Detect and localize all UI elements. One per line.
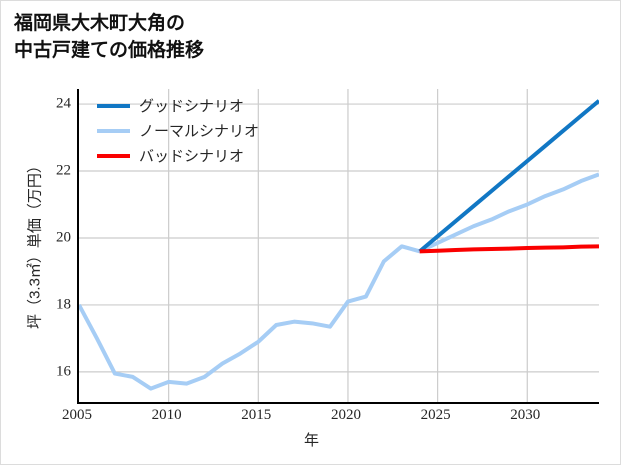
legend-swatch-normal <box>97 128 130 133</box>
x-tick-label: 2030 <box>510 407 541 423</box>
legend-item-good[interactable]: グッドシナリオ <box>97 93 307 118</box>
legend-swatch-bad <box>97 153 130 158</box>
series-line-bad <box>419 244 599 254</box>
legend-label-good: グッドシナリオ <box>139 98 245 115</box>
y-axis-tick-labels: 16 18 20 22 24 <box>37 89 71 402</box>
x-axis-tick-labels: 2005 2010 2015 2020 2025 2030 <box>62 407 601 429</box>
x-tick-label: 2010 <box>151 407 182 423</box>
y-tick-label: 20 <box>56 229 71 246</box>
legend-swatch-good <box>97 103 130 108</box>
x-tick-label: 2015 <box>241 407 272 423</box>
page-title: 福岡県大木町大角の 中古戸建ての価格推移 <box>14 13 205 61</box>
y-tick-label: 22 <box>56 162 71 179</box>
chart-canvas <box>79 89 599 402</box>
y-axis-title: 坪（3.3㎡）単価（万円） <box>26 158 44 329</box>
x-tick-label: 2020 <box>330 407 361 423</box>
series-line-normal <box>79 172 599 391</box>
legend-item-bad[interactable]: バッドシナリオ <box>97 143 307 168</box>
y-tick-label: 18 <box>56 296 71 313</box>
x-axis-title: 年 <box>303 432 319 449</box>
x-tick-label: 2005 <box>62 407 92 423</box>
plot-area <box>77 89 599 404</box>
y-tick-label: 16 <box>56 363 71 380</box>
legend-item-normal[interactable]: ノーマルシナリオ <box>97 118 307 143</box>
chart-legend: グッドシナリオ ノーマルシナリオ バッドシナリオ <box>97 93 307 168</box>
x-tick-label: 2025 <box>420 407 451 423</box>
legend-label-bad: バッドシナリオ <box>139 148 245 165</box>
legend-label-normal: ノーマルシナリオ <box>139 123 260 140</box>
series-line-good <box>418 99 599 253</box>
y-tick-label: 24 <box>56 95 71 112</box>
